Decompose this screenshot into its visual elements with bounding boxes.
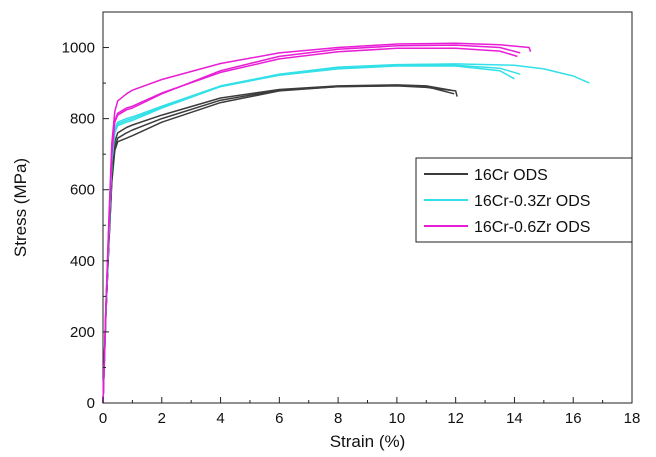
legend-label: 16Cr-0.6Zr ODS — [474, 219, 590, 236]
x-axis: 0 2 4 6 8 10 12 14 16 18 — [99, 397, 641, 427]
x-tick-label: 10 — [389, 410, 406, 427]
series-line — [102, 47, 518, 404]
series-line — [102, 84, 452, 404]
series-line — [102, 84, 455, 404]
x-axis-label: Strain (%) — [330, 432, 406, 451]
x-tick-label: 8 — [334, 410, 342, 427]
legend: 16Cr ODS 16Cr-0.3Zr ODS 16Cr-0.6Zr ODS — [415, 157, 633, 243]
y-tick-label: 400 — [70, 253, 95, 270]
series-line — [102, 85, 458, 404]
x-tick-label: 4 — [216, 410, 224, 427]
y-tick-label: 1000 — [62, 40, 95, 57]
y-axis: 0 200 400 600 800 1000 — [62, 11, 109, 412]
x-tick-label: 2 — [158, 410, 166, 427]
x-tick-label: 12 — [447, 410, 464, 427]
x-tick-label: 0 — [99, 410, 107, 427]
y-axis-label: Stress (MPa) — [11, 158, 30, 257]
x-tick-label: 16 — [565, 410, 582, 427]
x-tick-label: 14 — [506, 410, 523, 427]
legend-label: 16Cr ODS — [474, 167, 548, 184]
y-tick-label: 0 — [87, 395, 95, 412]
x-tick-label: 18 — [624, 410, 641, 427]
y-tick-label: 200 — [70, 324, 95, 341]
x-tick-label: 6 — [275, 410, 283, 427]
y-tick-label: 600 — [70, 182, 95, 199]
y-tick-label: 800 — [70, 111, 95, 128]
curves-layer — [102, 42, 590, 404]
legend-label: 16Cr-0.3Zr ODS — [474, 193, 590, 210]
